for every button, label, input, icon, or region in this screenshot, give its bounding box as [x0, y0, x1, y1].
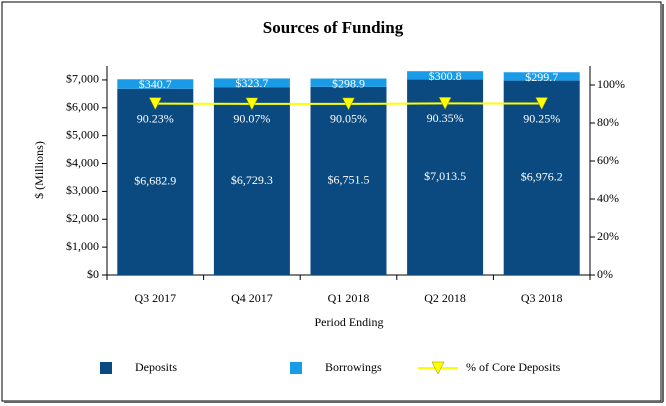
line-marker: [342, 97, 355, 111]
line-marker: [535, 97, 549, 111]
bar-segment: [407, 79, 484, 276]
x-tick-label: Q3 2018: [521, 291, 563, 305]
bar-segment: [503, 80, 580, 275]
y2-tick-label: 0%: [597, 267, 613, 281]
data-label: $299.7: [525, 70, 558, 84]
data-label: 90.35%: [427, 111, 464, 125]
y2-tick-label: 60%: [597, 153, 619, 167]
y-axis-label: $ (Millions): [32, 141, 46, 199]
legend-label: Deposits: [135, 360, 177, 374]
y-tick-label: $0: [87, 267, 99, 281]
y-tick-label: $1,000: [66, 239, 99, 253]
y-tick-label: $5,000: [66, 127, 99, 141]
data-label: 90.05%: [330, 112, 367, 126]
data-label: $300.8: [429, 69, 462, 83]
data-label: $298.9: [332, 76, 365, 90]
y-tick-label: $4,000: [66, 155, 99, 169]
bar-segment: [213, 87, 290, 275]
x-tick-label: Q1 2018: [328, 291, 370, 305]
data-label: $6,751.5: [328, 173, 370, 187]
line-marker: [148, 97, 162, 111]
line-marker: [438, 97, 452, 110]
legend-label: Borrowings: [325, 360, 382, 374]
y2-tick-label: 20%: [597, 229, 619, 243]
y-tick-label: $6,000: [66, 100, 99, 114]
x-tick-label: Q2 2018: [424, 291, 466, 305]
x-axis-label: Period Ending: [315, 315, 384, 329]
y2-tick-label: 40%: [597, 191, 619, 205]
bar-segment: [407, 71, 484, 80]
y-tick-label: $7,000: [66, 72, 99, 86]
data-label: $323.7: [235, 76, 268, 90]
data-label: $6,976.2: [521, 170, 563, 184]
bar-segment: [310, 78, 387, 87]
data-label: $6,682.9: [134, 174, 176, 188]
bar-segment: [310, 86, 387, 275]
data-label: 90.23%: [137, 111, 174, 125]
y2-tick-label: 100%: [597, 77, 625, 91]
bar-segment: [117, 79, 194, 89]
y-tick-label: $2,000: [66, 211, 99, 225]
y-tick-label: $3,000: [66, 183, 99, 197]
y2-tick-label: 80%: [597, 115, 619, 129]
data-label: $7,013.5: [424, 169, 466, 183]
line-marker: [245, 97, 259, 111]
chart-title: Sources of Funding: [263, 18, 404, 37]
legend-marker: [431, 361, 445, 375]
bar-segment: [117, 88, 194, 275]
legend-swatch: [290, 362, 302, 374]
x-tick-label: Q3 2017: [134, 291, 176, 305]
legend-swatch: [100, 362, 112, 374]
legend-label: % of Core Deposits: [466, 360, 561, 374]
data-label: 90.25%: [523, 111, 560, 125]
data-label: $6,729.3: [231, 173, 273, 187]
data-label: 90.07%: [233, 112, 270, 126]
bar-segment: [503, 72, 580, 81]
bar-segment: [213, 78, 290, 88]
x-tick-label: Q4 2017: [231, 291, 273, 305]
data-label: $340.7: [139, 77, 172, 91]
